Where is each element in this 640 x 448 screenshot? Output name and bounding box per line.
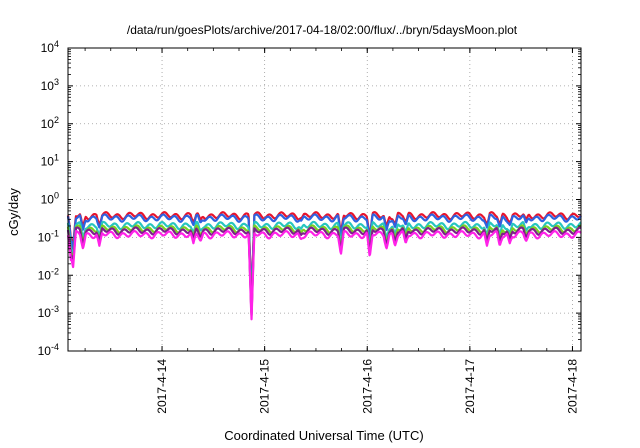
grid [68, 48, 581, 351]
y-tick-label: 101 [41, 153, 59, 169]
series-line [66, 226, 582, 317]
y-tick-label: 10-3 [38, 304, 59, 320]
x-axis-label: Coordinated Universal Time (UTC) [224, 428, 423, 443]
x-tick-label: 2017-4-14 [155, 359, 169, 414]
y-tick-label: 104 [41, 39, 59, 55]
x-axis: 2017-4-14 2017-4-15 2017-4-16 2017-4-17 2017… [84, 48, 579, 414]
x-tick-label: 2017-4-17 [463, 359, 477, 414]
chart-title: /data/run/goesPlots/archive/2017-04-18/0… [127, 23, 518, 37]
y-tick-label: 102 [41, 115, 59, 131]
y-tick-label: 10-1 [38, 228, 59, 244]
y-axis: 10-4 10-3 10-2 10-1 100 101 102 103 104 [38, 39, 581, 358]
y-axis-label: cGy/day [6, 188, 21, 236]
y-tick-label: 10-4 [38, 342, 59, 358]
x-tick-label: 2017-4-15 [258, 359, 272, 414]
y-tick-label: 100 [41, 191, 59, 207]
series-line [66, 213, 582, 303]
series-line [66, 230, 582, 321]
y-tick-label: 10-2 [38, 266, 59, 282]
x-tick-label: 2017-4-16 [360, 359, 374, 414]
series-group [66, 211, 582, 321]
series-line [66, 224, 582, 315]
x-tick-label: 2017-4-18 [565, 359, 579, 414]
y-tick-label: 103 [41, 77, 59, 93]
series-line [66, 220, 582, 311]
